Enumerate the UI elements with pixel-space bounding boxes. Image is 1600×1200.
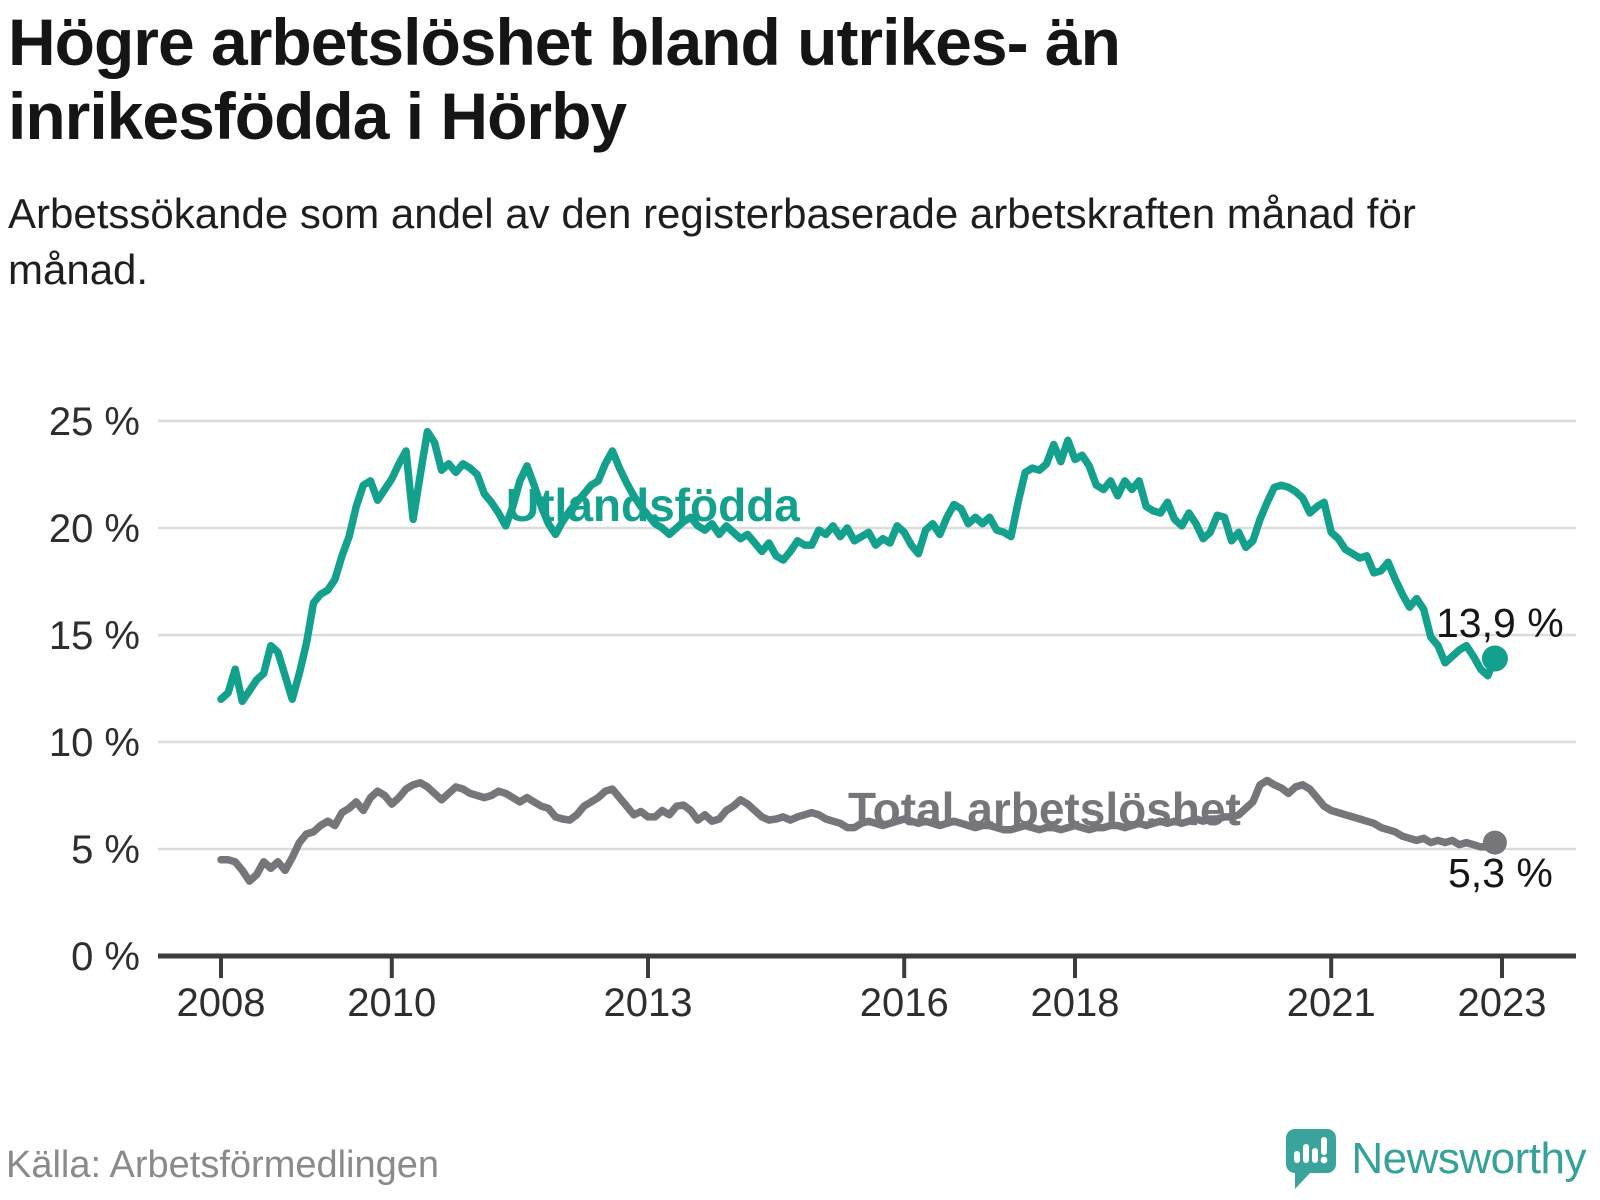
x-tick-label: 2018 — [1031, 981, 1120, 1025]
total-series-label: Total arbetslöshet — [848, 783, 1241, 835]
x-tick-label: 2013 — [604, 981, 693, 1025]
total-arbetsloshet-line — [217, 776, 1499, 885]
x-tick-label: 2008 — [177, 981, 266, 1025]
y-tick-label: 5 % — [71, 828, 140, 872]
x-axis-labels: 2008 2010 2013 2016 2018 2021 2023 — [177, 981, 1547, 1025]
y-tick-label: 10 % — [49, 721, 140, 765]
total-end-value-label: 5,3 % — [1448, 850, 1553, 896]
x-tick-label: 2010 — [347, 981, 436, 1025]
speech-bubble-shape — [1286, 1129, 1337, 1189]
exclamation-bar — [1321, 1137, 1328, 1155]
y-axis-labels: 25 % 20 % 15 % 10 % 5 % 0 % — [49, 400, 140, 979]
total-end-dot — [1482, 830, 1507, 855]
utlandsfodda-end-dot — [1481, 645, 1508, 672]
brand-name: Newsworthy — [1351, 1134, 1586, 1183]
newsworthy-icon — [1286, 1129, 1337, 1189]
y-tick-label: 20 % — [49, 507, 140, 551]
y-tick-label: 25 % — [49, 400, 140, 444]
source-note: Källa: Arbetsförmedlingen — [6, 1144, 440, 1186]
bar-1 — [1294, 1151, 1301, 1163]
brand-logo: Newsworthy — [1285, 1128, 1586, 1190]
utlandsfodda-series-label: Utlandsfödda — [506, 479, 800, 531]
bar-3 — [1312, 1148, 1319, 1163]
x-tick-label: 2021 — [1287, 981, 1376, 1025]
exclamation-dot — [1320, 1156, 1328, 1164]
bar-2 — [1303, 1144, 1310, 1163]
x-tick-label: 2023 — [1458, 981, 1547, 1025]
gridlines — [158, 419, 1576, 851]
y-tick-label: 15 % — [49, 614, 140, 658]
series-lines — [217, 427, 1508, 885]
y-tick-label: 0 % — [71, 935, 140, 979]
chart-title: Högre arbetslöshet bland utrikes- än inr… — [8, 5, 1121, 153]
utlandsfodda-line — [217, 427, 1499, 706]
chart-subtitle: Arbetssökande som andel av den registerb… — [8, 190, 1416, 293]
x-axis — [158, 953, 1576, 978]
x-tick-label: 2016 — [860, 981, 949, 1025]
utlandsfodda-end-value-label: 13,9 % — [1436, 600, 1564, 646]
